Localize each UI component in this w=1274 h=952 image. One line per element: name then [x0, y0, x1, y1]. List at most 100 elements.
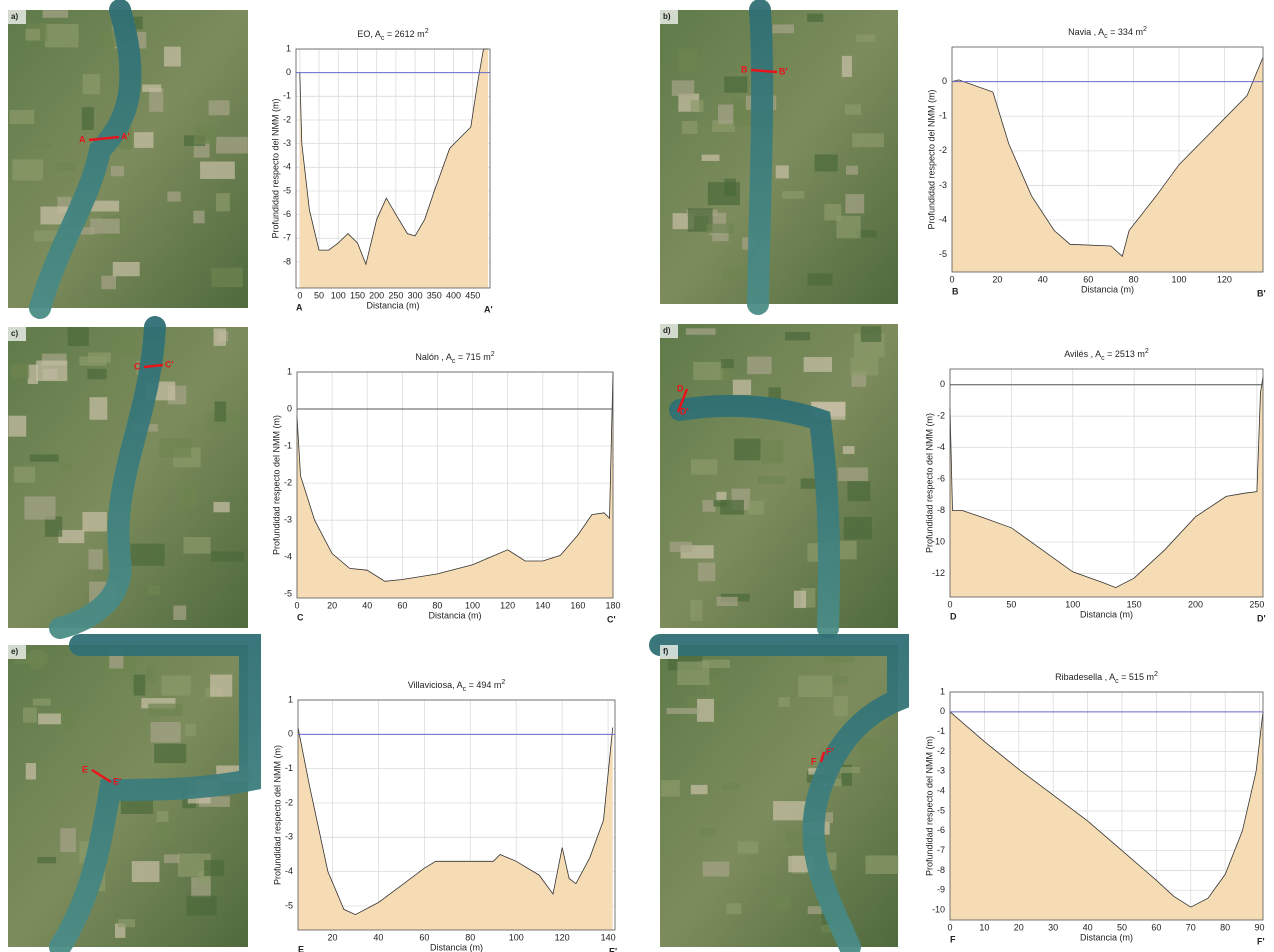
field-patch	[146, 665, 157, 683]
field-patch	[185, 723, 196, 736]
field-patch	[690, 784, 708, 795]
field-patch	[773, 801, 807, 821]
field-patch	[840, 766, 860, 774]
title-part: Navia , A	[1068, 27, 1104, 37]
field-patch	[89, 397, 108, 420]
x-tick-label: 120	[500, 600, 515, 610]
x-tick-label: 60	[397, 600, 407, 610]
plot-frame	[949, 691, 1264, 921]
y-tick-label: -2	[283, 114, 291, 124]
panel-label-bg	[8, 327, 26, 341]
field-patch	[154, 743, 187, 764]
field-patch	[40, 206, 68, 225]
field-patch	[677, 661, 710, 685]
y-tick-label: -10	[932, 904, 945, 914]
title-part: c	[1104, 33, 1108, 40]
panel-label: b)	[663, 12, 671, 21]
field-patch	[79, 841, 90, 864]
y-tick-label: -5	[283, 185, 291, 195]
field-patch	[687, 208, 713, 232]
field-patch	[705, 678, 723, 703]
x-tick-label: 160	[570, 600, 585, 610]
field-patch	[82, 74, 101, 95]
field-patch	[706, 223, 735, 234]
axis-end-label: F'	[1257, 936, 1265, 946]
field-patch	[807, 906, 830, 915]
field-patch	[690, 100, 704, 113]
y-tick-label: -5	[939, 249, 947, 259]
field-patch	[208, 100, 230, 116]
field-patch	[681, 120, 698, 134]
x-tick-label: 350	[427, 290, 442, 300]
field-patch	[60, 828, 76, 853]
x-tick-label: 400	[446, 290, 461, 300]
x-tick-label: 20	[1014, 922, 1024, 932]
field-patch	[747, 356, 772, 375]
section-start: B	[741, 64, 748, 74]
x-tick-label: 40	[373, 932, 383, 942]
x-tick-label: 180	[605, 600, 620, 610]
y-tick-label: -8	[937, 865, 945, 875]
aerial-photo	[660, 10, 898, 304]
estuary	[669, 394, 841, 639]
y-tick-label: -2	[285, 797, 293, 807]
y-tick-label: -5	[284, 589, 292, 599]
title-part: = 715 m	[455, 352, 490, 362]
field-patch	[716, 491, 727, 502]
field-patch	[841, 764, 853, 786]
x-axis-label: Distancia (m)	[366, 300, 419, 310]
y-axis-label: Profundidad respecto del NMM (m)	[924, 413, 934, 553]
x-tick-label: 40	[1083, 922, 1093, 932]
field-patch	[27, 364, 39, 385]
field-patch	[778, 697, 790, 707]
y-axis-label: Profundidad respecto del NMM (m)	[272, 745, 282, 885]
y-tick-label: -2	[284, 478, 292, 488]
field-patch	[720, 359, 734, 369]
chart-title: Ribadesella , Ac = 515 m2	[1055, 671, 1158, 685]
field-patch	[693, 361, 724, 380]
y-tick-label: -4	[285, 866, 293, 876]
field-patch	[761, 440, 784, 464]
x-tick-label: 90	[1255, 922, 1265, 932]
y-tick-label: 1	[288, 694, 293, 704]
field-patch	[186, 895, 217, 916]
field-patch	[56, 162, 76, 171]
x-tick-label: 0	[947, 599, 952, 609]
area-fill	[298, 727, 613, 930]
axis-end-label: E'	[609, 946, 617, 952]
field-patch	[713, 499, 727, 507]
axis-start-label: D	[950, 611, 957, 621]
field-patch	[793, 590, 807, 609]
axis-end-label: D'	[1257, 613, 1266, 623]
x-tick-label: 80	[432, 600, 442, 610]
y-tick-label: 0	[288, 729, 293, 739]
y-tick-label: -6	[937, 825, 945, 835]
field-patch	[45, 23, 79, 48]
field-patch	[56, 708, 77, 731]
field-patch	[843, 517, 872, 540]
field-patch	[701, 154, 720, 161]
field-patch	[14, 466, 36, 483]
field-patch	[200, 161, 235, 179]
y-tick-label: -7	[283, 233, 291, 243]
field-patch	[193, 210, 205, 224]
x-axis-label: Distancia (m)	[1080, 932, 1133, 942]
field-patch	[666, 707, 700, 714]
panel-label-bg	[660, 10, 678, 24]
chart-title: Nalón , Ac = 715 m2	[415, 351, 494, 365]
x-tick-label: 10	[979, 922, 989, 932]
field-patch	[216, 193, 230, 212]
y-tick-label: -3	[283, 138, 291, 148]
plot-frame	[296, 371, 614, 599]
field-patch	[90, 218, 120, 234]
field-patch	[660, 780, 680, 797]
field-patch	[198, 796, 230, 807]
area-outline	[949, 376, 1264, 589]
field-patch	[44, 516, 63, 537]
field-patch	[150, 721, 181, 743]
field-patch	[161, 675, 191, 696]
y-tick-label: -3	[285, 832, 293, 842]
section-line	[676, 388, 689, 413]
field-patch	[833, 696, 848, 717]
